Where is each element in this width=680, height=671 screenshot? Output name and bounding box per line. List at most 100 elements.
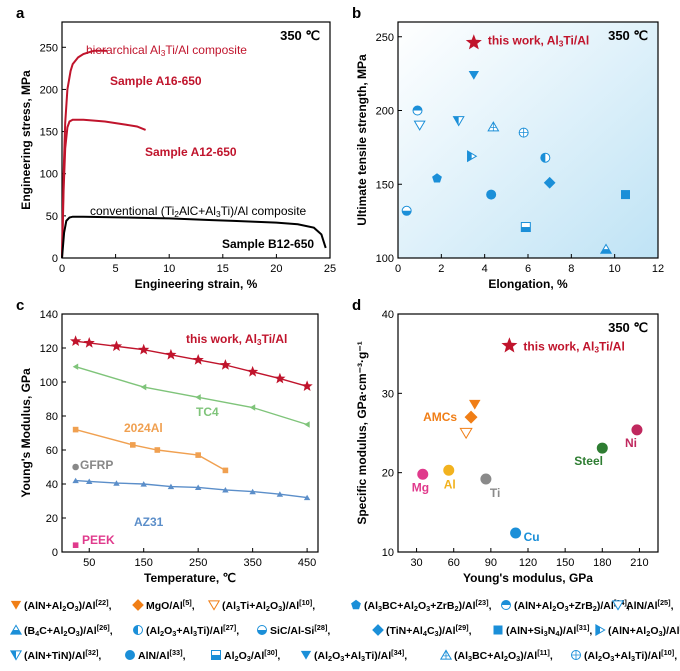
data-point [459,427,473,440]
point-label: Steel [574,454,603,468]
point-label: Ni [625,436,637,450]
condition-label: 350 ℃ [608,320,648,335]
panel-letter: a [16,5,25,22]
legend-marker [133,625,143,635]
point-label: Mg [412,480,429,494]
series-label: PEEK [82,533,115,547]
y-tick-label: 140 [40,309,58,321]
axes-frame [61,313,319,553]
series-label-b12: Sample B12-650 [222,237,314,251]
series-label-a12: Sample A12-650 [145,145,237,159]
y-tick-label: 0 [52,547,58,559]
data-point [413,120,426,131]
series-label: TC4 [196,405,219,419]
data-point [540,152,551,163]
x-tick-label: 5 [113,263,119,275]
data-point [154,447,161,453]
data-point [72,463,79,471]
data-point [222,487,229,493]
legend-label: (AlN+Al2O3)/Al[22], [608,623,680,638]
y-tick-label: 250 [376,32,394,44]
series-line [61,49,107,259]
y-axis-label: Engineering stress, MPa [19,70,33,210]
data-point [432,173,442,183]
legend-marker [257,625,267,635]
series-line [75,366,308,426]
series-line [75,479,308,499]
data-point [487,121,500,132]
data-point [599,243,613,254]
data-point [276,491,284,497]
legend-marker [9,650,23,661]
legend-label: (Al2O3+Al3Ti)/Al[27], [146,623,239,638]
legend-marker [351,599,361,610]
y-tick-label: 150 [376,179,394,191]
legend-label: AlN/Al[33], [138,648,186,663]
x-tick-label: 120 [519,557,537,569]
legend-marker [372,624,384,636]
highlight-point [501,337,518,353]
data-point [543,176,556,189]
data-point [518,127,529,138]
x-tick-label: 450 [298,557,316,569]
legend-label: (Al2O3+Al3Ti)/Al[10], [584,648,677,663]
x-tick-label: 0 [395,263,401,275]
highlight-label: this work, Al3Ti/Al [523,340,624,355]
data-point [301,380,313,391]
data-point [140,383,147,391]
legend-marker [132,599,144,611]
x-tick-label: 210 [630,557,648,569]
panel-letter: d [352,297,361,314]
data-point [274,372,286,384]
x-tick-label: 180 [593,557,611,569]
legend-marker [611,600,625,611]
data-point [167,483,175,490]
y-tick-label: 120 [40,343,58,355]
data-point [219,359,231,370]
y-tick-label: 20 [382,468,394,480]
panel-b: 0 2 4 6 8 10 12 100 150 200 250 Elongation, % Ultima… [352,5,664,291]
legend-label: AlN/Al[25], [626,598,674,613]
x-tick-label: 60 [448,557,460,569]
data-point [110,340,123,352]
y-tick-label: 30 [382,388,394,400]
point-label: AMCs [423,410,457,424]
y-axis-label: Specific modulus, GPa·cm⁻³·g⁻¹ [355,341,369,524]
x-axis-label: Elongation, % [488,277,568,291]
legend-label: (AlN+Al2O3+ZrB2)/Al[24], [514,598,630,613]
data-point [303,494,311,501]
y-tick-label: 10 [382,547,394,559]
legend: (AlN+Al2O3)/Al[22], MgO/Al[5], (Al3Ti+Al2O… [9,598,680,663]
data-point [222,467,229,474]
legend-label: (Al2O3+Al3Ti)/Al[34], [314,648,407,663]
legend-marker [595,623,606,637]
x-tick-label: 0 [59,263,65,275]
condition-label: 350 ℃ [280,28,320,43]
y-tick-label: 150 [40,127,58,139]
data-point [130,442,136,448]
x-tick-label: 2 [438,263,444,275]
data-point [72,363,79,370]
data-point [140,481,147,487]
x-tick-label: 10 [163,263,175,275]
data-point [304,421,310,428]
y-tick-label: 100 [376,253,394,265]
legend-marker [571,650,581,660]
highlight-label: this work, Al3Ti/Al [488,34,589,49]
y-tick-label: 250 [40,42,58,54]
data-point [249,488,256,495]
series-label: 2024Al [124,421,163,435]
legend-label: (Al3Ti+Al2O3)/Al[10], [222,598,315,613]
data-point [464,410,478,424]
legend-marker [125,650,135,660]
highlight-point [465,34,482,50]
y-tick-label: 100 [40,169,58,181]
data-point [443,464,455,476]
panel-letter: c [16,297,24,314]
data-point [72,426,79,433]
x-tick-label: 150 [556,557,574,569]
data-point [70,335,82,346]
x-tick-label: 30 [410,557,422,569]
